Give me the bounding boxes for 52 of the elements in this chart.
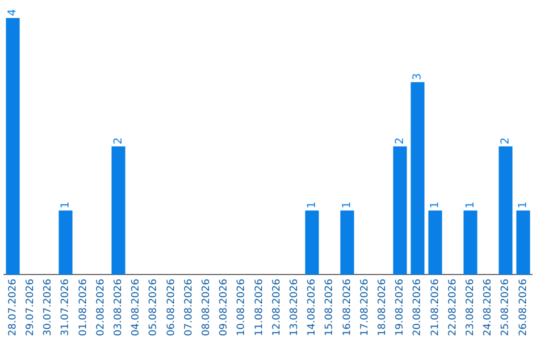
bar (516, 210, 530, 275)
x-tick-label: 12.08.2026 (271, 278, 282, 336)
data-label: 2 (392, 137, 406, 144)
bar (305, 210, 319, 275)
bar (393, 146, 407, 275)
data-label: 2 (498, 137, 512, 144)
x-tick-label: 18.08.2026 (376, 278, 388, 336)
data-label: 1 (463, 202, 476, 209)
x-tick-label: 19.08.2026 (394, 278, 406, 336)
bar (58, 210, 72, 275)
x-tick-label: 22.08.2026 (447, 278, 458, 336)
x-tick-label: 06.08.2026 (166, 278, 177, 336)
bar (464, 210, 478, 275)
x-tick-label: 25.08.2026 (500, 278, 512, 336)
x-tick-label: 09.08.2026 (218, 278, 230, 336)
bar (112, 146, 126, 275)
x-tick-label: 14.08.2026 (306, 278, 318, 336)
x-tick-label: 15.08.2026 (324, 278, 336, 336)
data-label: 2 (111, 137, 124, 144)
x-tick-label: 24.08.2026 (482, 278, 494, 336)
data-label: 1 (304, 202, 318, 209)
x-tick-label: 29.07.2026 (24, 278, 36, 336)
x-tick-label: 31.07.2026 (60, 278, 72, 336)
x-tick-label: 28.07.2026 (7, 278, 18, 336)
x-tick-label: 10.08.2026 (236, 278, 248, 336)
x-tick-label: 04.08.2026 (130, 278, 142, 336)
x-tick-label: 05.08.2026 (148, 278, 160, 336)
bar (410, 82, 424, 275)
data-label: 4 (6, 9, 19, 16)
data-label: 1 (58, 202, 72, 209)
x-tick-label: 02.08.2026 (95, 278, 106, 336)
x-tick-label: 11.08.2026 (254, 278, 265, 336)
data-label: 3 (410, 73, 424, 80)
bar (340, 210, 354, 275)
x-tick-label: 13.08.2026 (288, 278, 300, 336)
x-tick-label: 23.08.2026 (464, 278, 476, 336)
data-label: 1 (340, 202, 354, 209)
x-tick-label: 30.07.2026 (42, 278, 54, 336)
x-tick-label: 26.08.2026 (518, 278, 529, 336)
x-tick-label: 01.08.2026 (78, 278, 89, 336)
bar (6, 18, 20, 275)
data-label: 1 (428, 202, 442, 209)
bar (498, 146, 512, 275)
bar (428, 210, 442, 275)
x-tick-label: 03.08.2026 (112, 278, 124, 336)
x-tick-label: 07.08.2026 (183, 278, 194, 336)
data-label: 1 (516, 202, 530, 209)
x-tick-label: 16.08.2026 (342, 278, 353, 336)
x-tick-label: 08.08.2026 (200, 278, 212, 336)
x-tick-label: 21.08.2026 (430, 278, 441, 336)
x-tick-label: 20.08.2026 (412, 278, 424, 336)
x-tick-label: 17.08.2026 (359, 278, 370, 336)
